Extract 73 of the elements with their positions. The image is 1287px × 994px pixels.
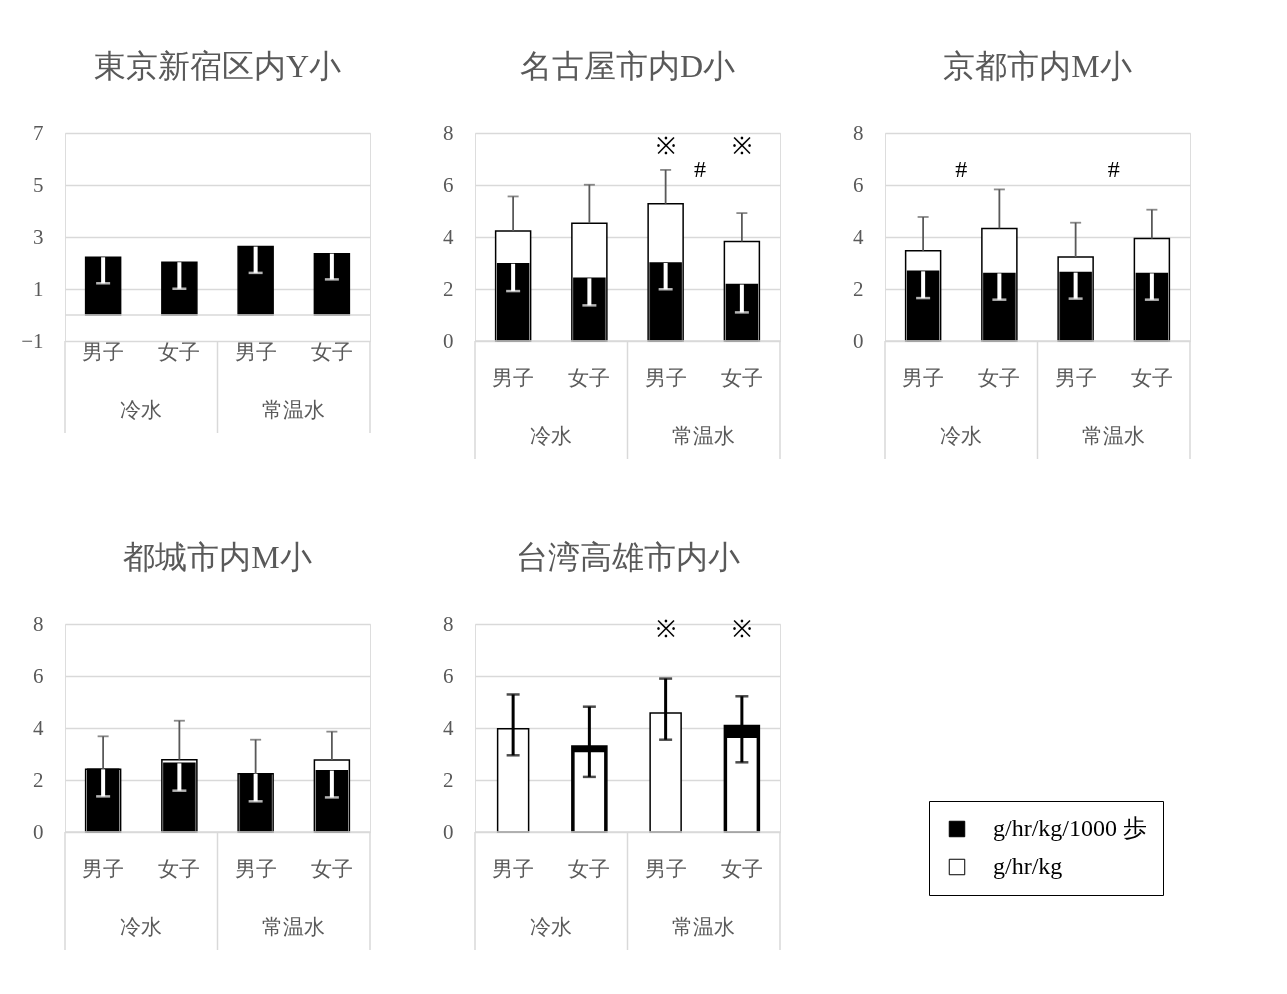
y-tick-label: 8	[443, 120, 454, 145]
y-tick-label: −1	[21, 328, 44, 353]
x-tick-label: 女子	[1130, 366, 1173, 390]
x-tick-label: 女子	[310, 857, 353, 881]
x-tick-label: 男子	[644, 857, 687, 881]
x-tick-label: 女子	[568, 366, 611, 390]
x-tick-label: 男子	[492, 366, 535, 390]
y-tick-label: 4	[443, 715, 454, 740]
chart-title: 京都市内M小	[943, 48, 1132, 84]
x-tick-label: 女子	[978, 366, 1021, 390]
text: 冷水	[120, 398, 163, 422]
text: 常温水	[1082, 424, 1146, 448]
x-tick-label: 女子	[310, 340, 353, 364]
y-tick-label: 6	[853, 172, 864, 197]
text: 常温水	[672, 424, 736, 448]
x-tick-label: 男子	[492, 857, 535, 881]
text: 冷水	[530, 915, 573, 939]
y-tick-label: 0	[443, 819, 454, 844]
chart-title: 都城市内M小	[123, 539, 312, 575]
text: 冷水	[940, 424, 983, 448]
annotation: #	[693, 156, 706, 183]
x-tick-label: 女子	[158, 857, 201, 881]
x-tick-label: 男子	[82, 857, 125, 881]
chart-title: 台湾高雄市内小	[515, 539, 740, 575]
y-tick-label: 6	[443, 663, 454, 688]
y-tick-label: 8	[853, 120, 864, 145]
legend-label: g/hr/kg/1000 歩	[993, 815, 1147, 841]
x-tick-label: 男子	[1054, 366, 1097, 390]
annotation: ※	[655, 133, 676, 160]
y-tick-label: 4	[853, 224, 864, 249]
y-tick-label: 1	[33, 276, 44, 301]
x-tick-label: 男子	[82, 340, 125, 364]
y-tick-label: 0	[33, 819, 44, 844]
text: 常温水	[262, 915, 326, 939]
bar	[313, 252, 351, 316]
y-tick-label: 7	[33, 120, 44, 145]
annotation: #	[955, 156, 968, 183]
annotation: ※	[655, 615, 676, 642]
annotation: ※	[731, 615, 752, 642]
y-tick-label: 3	[33, 224, 44, 249]
x-tick-label: 男子	[234, 340, 277, 364]
y-tick-label: 0	[853, 328, 864, 353]
x-tick-label: 男子	[902, 366, 945, 390]
x-tick-label: 女子	[720, 366, 763, 390]
text: 常温水	[672, 915, 736, 939]
x-tick-label: 女子	[720, 857, 763, 881]
x-tick-label: 男子	[234, 857, 277, 881]
y-tick-label: 2	[33, 767, 44, 792]
y-tick-label: 4	[443, 224, 454, 249]
y-tick-label: 6	[443, 172, 454, 197]
text: 冷水	[530, 424, 573, 448]
legend-label: g/hr/kg	[993, 853, 1063, 879]
x-tick-label: 女子	[158, 340, 201, 364]
bar	[161, 261, 198, 316]
chart-title: 名古屋市内D小	[519, 48, 736, 84]
y-tick-label: 6	[33, 663, 44, 688]
annotation: #	[1107, 156, 1120, 183]
text: 常温水	[262, 398, 326, 422]
text: 冷水	[120, 915, 163, 939]
y-tick-label: 0	[443, 328, 454, 353]
y-tick-label: 2	[443, 276, 454, 301]
y-tick-label: 5	[33, 172, 44, 197]
bar	[84, 256, 122, 316]
y-tick-label: 2	[853, 276, 864, 301]
y-tick-label: 8	[443, 611, 454, 636]
x-tick-label: 男子	[644, 366, 687, 390]
chart-title: 東京新宿区内Y小	[93, 48, 342, 84]
y-tick-label: 2	[443, 767, 454, 792]
x-tick-label: 女子	[568, 857, 611, 881]
annotation: ※	[731, 133, 752, 160]
y-tick-label: 8	[33, 611, 44, 636]
bar	[237, 245, 274, 316]
y-tick-label: 4	[33, 715, 44, 740]
